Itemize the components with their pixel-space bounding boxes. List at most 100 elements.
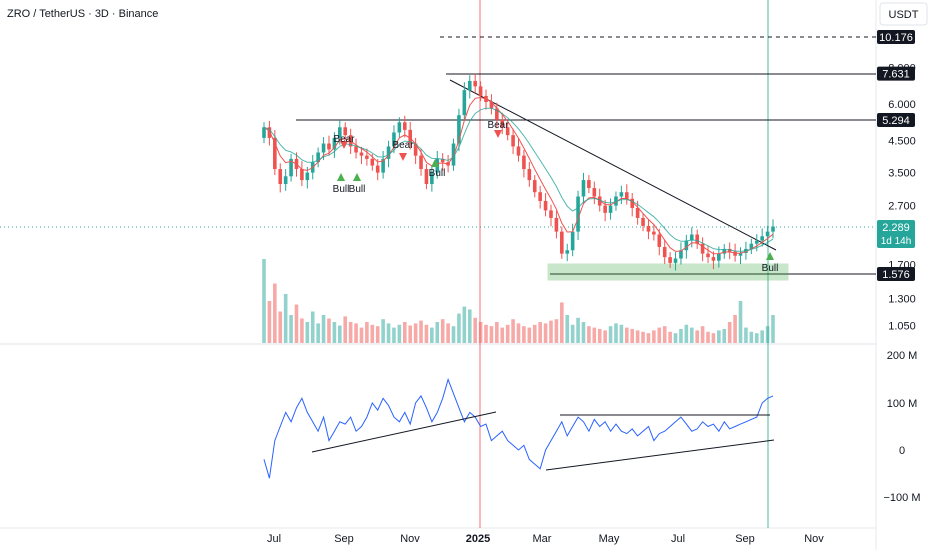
volume-bar [760, 330, 764, 343]
volume-bar [516, 323, 521, 343]
candle-body [689, 234, 694, 241]
volume-bar [614, 323, 618, 343]
descending-trendline [449, 79, 777, 251]
candle-body [549, 210, 553, 218]
currency-button[interactable]: USDT [879, 2, 928, 26]
price-label-text: 2.289 [882, 222, 910, 234]
bull-signal-marker [353, 173, 361, 181]
volume-bar [587, 326, 591, 343]
volume-bar [413, 323, 418, 343]
support-zone [547, 263, 789, 281]
indicator-axis: 200 M 100 M 0 −100 M [884, 350, 921, 504]
candle-body [289, 158, 293, 177]
moving-averages [263, 96, 774, 255]
candle-body [359, 152, 364, 156]
volume-bar [646, 333, 651, 343]
time-tick-label: 2025 [466, 533, 490, 545]
candle-body [505, 127, 510, 136]
volume-bar [576, 317, 580, 343]
candle-body [700, 243, 705, 254]
volume-bar [408, 325, 413, 343]
volume-bar [652, 330, 656, 343]
volume-bar [435, 322, 440, 343]
candle-body [624, 192, 629, 199]
volume-bar [511, 319, 515, 343]
candle-body [392, 132, 396, 147]
bull-signal-marker [337, 173, 345, 181]
volume-bar [603, 330, 607, 343]
volume-bar [717, 330, 721, 343]
candle-body [381, 158, 385, 173]
time-tick-label: Sep [735, 533, 755, 545]
volume-bar [630, 329, 635, 343]
volume-bar [365, 322, 369, 343]
volume-bar [278, 311, 283, 343]
candle-body [657, 234, 662, 247]
volume-bar [348, 322, 353, 343]
volume-bar [597, 329, 602, 343]
candle-body [532, 180, 537, 193]
volume-bar [733, 315, 737, 343]
volume-bar [554, 319, 559, 343]
candle-body [543, 200, 548, 211]
volume-bar [467, 309, 472, 343]
candle-body [603, 205, 607, 213]
signal-label: Bear [487, 120, 509, 131]
time-tick-label: Sep [334, 533, 354, 545]
volume-bar [327, 318, 331, 343]
time-tick-label: May [599, 533, 620, 545]
volume-bar [532, 324, 537, 343]
indicator-tick-label: −100 M [884, 492, 921, 504]
volume-bar [522, 326, 526, 343]
candle-body [419, 155, 423, 170]
candle-body [619, 192, 624, 197]
volume-bar [765, 326, 770, 343]
candle-body [397, 122, 402, 133]
candle-body [516, 146, 521, 156]
candle-body [386, 146, 391, 159]
candle-body [327, 143, 331, 150]
volume-bar [316, 323, 320, 343]
candle-body [440, 158, 445, 163]
volume-bar [300, 318, 304, 343]
candle-body [679, 250, 683, 259]
candle-body [375, 165, 380, 173]
volume-bar [386, 323, 391, 343]
volume-bar [754, 333, 759, 343]
candle-body [560, 231, 564, 254]
indicator-tick-label: 0 [899, 445, 905, 457]
volume-bar [424, 324, 429, 343]
candle-body [262, 127, 266, 138]
volume-bar [662, 326, 667, 343]
candle-body [684, 240, 689, 251]
candle-body [630, 198, 635, 208]
indicator-tick-label: 100 M [887, 398, 918, 410]
volume-bar [375, 326, 380, 343]
signal-label: Bull [762, 263, 779, 274]
volume-bar [744, 327, 748, 343]
signal-label: Bull [429, 168, 446, 179]
fast-moving-average [263, 96, 774, 255]
price-label-text: 5.294 [882, 115, 910, 127]
bear-signal-marker [340, 141, 348, 149]
volume-bar [749, 331, 754, 343]
volume-bar [500, 327, 505, 343]
candle-body [695, 234, 699, 244]
candle-body [457, 115, 461, 144]
price-labels: 10.176 7.631 5.294 2.289 1d 14h 1.576 [877, 30, 915, 281]
candle-body [641, 217, 645, 226]
candle-body [760, 236, 764, 241]
volume-bar [294, 304, 299, 343]
candle-body [706, 253, 710, 258]
candlesticks [262, 73, 775, 271]
candle-body [576, 196, 580, 232]
candle-body [608, 205, 613, 213]
candle-body [738, 252, 743, 256]
price-label-text: 10.176 [879, 32, 913, 44]
volume-bar [473, 317, 477, 343]
volume-bar [310, 311, 315, 343]
price-label-box [877, 267, 915, 281]
volume-bar [624, 327, 629, 343]
